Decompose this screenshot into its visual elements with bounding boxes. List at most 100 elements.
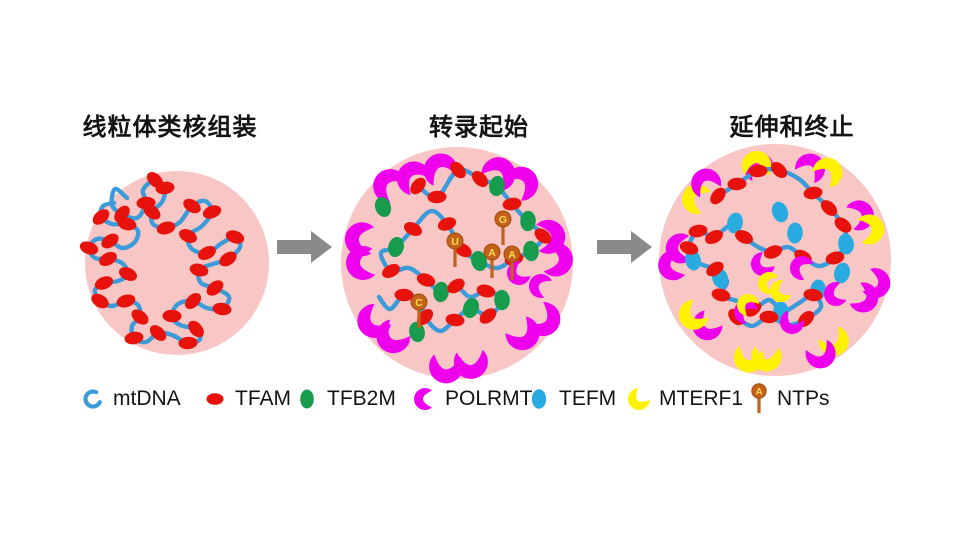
tfam-molecule (91, 293, 109, 309)
tfb2m-glyph (300, 389, 314, 409)
polrmt-molecule (751, 252, 775, 276)
polrmt-ring-molecule (691, 168, 722, 198)
ntp-letter: U (451, 236, 459, 248)
legend-label: POLRMT (445, 387, 533, 410)
legend-label: TFB2M (327, 387, 396, 410)
tfam-molecule (711, 288, 731, 302)
ntp-head (503, 245, 521, 263)
tfb2m-molecule (494, 289, 510, 311)
mterf1-icon (628, 388, 650, 410)
polrmt-glyph (414, 388, 432, 410)
tfam-molecule (471, 171, 489, 187)
polrmt-ring-molecule (357, 303, 392, 338)
polrmt-molecule (823, 282, 847, 306)
legend-label: NTPs (777, 387, 830, 410)
tfam-molecule (202, 205, 222, 219)
tfam-molecule (178, 336, 198, 350)
tfam-molecule (770, 162, 788, 178)
tfam-molecule (706, 261, 724, 277)
tfam-icon (206, 393, 224, 405)
tfam-molecule (759, 310, 779, 324)
tefm-molecule (833, 262, 851, 284)
tfam-molecule (79, 241, 99, 255)
tfam-molecule (748, 164, 768, 178)
tfam-molecule (427, 190, 447, 204)
polrmt-ring-molecule (344, 222, 375, 257)
tfb2m-icon (300, 389, 314, 409)
tfam-molecule (688, 224, 708, 238)
tefm-molecule (771, 201, 789, 223)
tfam-molecule (119, 267, 137, 281)
tfam-molecule (404, 222, 422, 236)
mterf1-ring-molecule (682, 184, 711, 215)
tfam-molecule (382, 263, 400, 279)
polrmt-ring-molecule (429, 354, 464, 384)
polrmt-ring-molecule (692, 310, 723, 341)
ntp-glyph-head (751, 383, 767, 399)
polrmt-molecule (529, 274, 552, 298)
tefm-molecule (838, 233, 854, 255)
legend-label: TFAM (235, 387, 291, 410)
tfam-molecule (206, 280, 224, 296)
tfam-molecule (162, 309, 182, 323)
tfam-molecule (225, 230, 245, 244)
tfam-molecule (445, 313, 465, 327)
legend-item-ntp: A NTPs (746, 381, 830, 417)
tefm-molecule (685, 249, 701, 271)
tfam-molecule (212, 302, 232, 316)
mterf1-glyph (628, 388, 650, 410)
ntp-letter: G (499, 214, 507, 226)
tfam-molecule (705, 229, 723, 245)
tfam-molecule (198, 245, 216, 261)
panel-title-elongation: 延伸和终止 (729, 114, 855, 141)
tfam-molecule (820, 200, 838, 216)
ntp-letter: C (415, 297, 423, 309)
tfam-molecule (416, 308, 434, 326)
polrmt-ring-molecule (396, 161, 431, 196)
ntp-letter: A (508, 249, 516, 261)
legend-item-mterf1: MTERF1 (624, 381, 743, 417)
tfam-molecule (116, 294, 136, 308)
tfam-molecule (394, 288, 414, 302)
tfam-molecule (155, 181, 175, 195)
legend-item-mtdna: mtDNA (78, 381, 181, 417)
tfam-molecule (117, 217, 137, 231)
mtdna-strand (86, 177, 243, 346)
polrmt-ring-molecule (505, 316, 540, 351)
polrmt-ring-molecule (453, 349, 488, 379)
tfb2m-molecule (523, 240, 539, 262)
tfam-molecule (179, 229, 197, 243)
mterf1-ring-molecule (678, 299, 709, 330)
polrmt-ring-molecule (658, 250, 686, 281)
legend-label: MTERF1 (659, 387, 743, 410)
tfam-molecule (124, 331, 144, 345)
nucleoid-panel-elongation (658, 144, 891, 376)
tfam-molecule (679, 241, 699, 255)
ntp-head (446, 232, 464, 250)
tfam-molecule (447, 278, 465, 294)
tfam-molecule (763, 245, 783, 259)
tfam-molecule (92, 209, 110, 225)
tfam-molecule (189, 263, 209, 277)
arrow-icon (597, 231, 652, 263)
mterf1-molecule (737, 294, 759, 316)
mterf1-molecule (758, 272, 779, 294)
tfam-molecule (479, 308, 497, 324)
arrow-icon (277, 231, 332, 263)
tfb2m-molecule (520, 210, 536, 232)
tfb2m-molecule (470, 250, 488, 272)
legend-item-tfam: TFAM (200, 381, 291, 417)
tfam-molecule (735, 230, 753, 244)
ntp-glyph-letter: A (756, 387, 763, 398)
tfam-molecule (834, 217, 852, 233)
polrmt-ring-molecule (504, 166, 539, 201)
tfam-molecule (143, 204, 161, 220)
mterf1-ring-molecule (733, 345, 764, 373)
tfam-molecule (710, 187, 726, 205)
tfam-molecule (101, 233, 119, 249)
tfam-glyph (206, 393, 224, 405)
tfam-molecule (502, 197, 522, 211)
mterf1-molecule (770, 280, 792, 302)
